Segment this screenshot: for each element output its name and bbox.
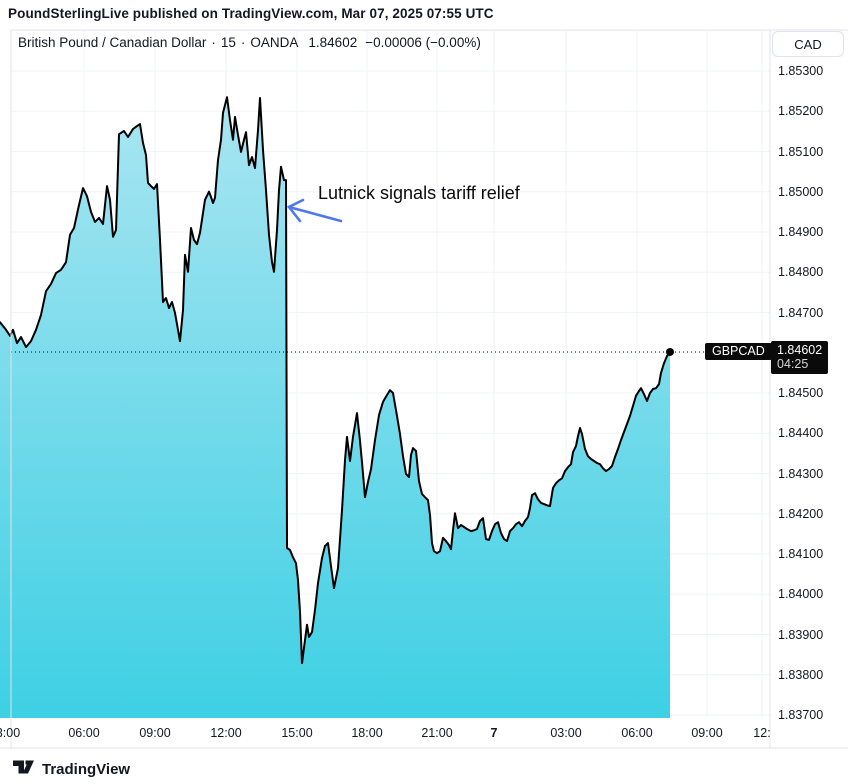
price-change-percent: (−0.00%) (425, 35, 481, 50)
time-axis[interactable]: 3:00 06:00 09:00 12:00 15:00 18:00 21:00 7 03:00… (0, 718, 784, 748)
separator-dot: · (240, 35, 246, 50)
chart-legend[interactable]: British Pound / Canadian Dollar · 15 · OANDA… (18, 35, 481, 50)
time-tick-label: 18:00 (351, 726, 383, 740)
tradingview-brand-text: TradingView (42, 760, 131, 778)
last-price: 1.84602 (308, 35, 358, 50)
price-tick-label: 1.84800 (778, 265, 824, 280)
currency-button[interactable]: CAD (772, 31, 844, 57)
time-tick-label: 12: (753, 726, 771, 740)
price-tick-label: 1.85000 (778, 184, 824, 199)
price-tick-label: 1.84100 (778, 547, 824, 561)
footer-brand[interactable]: TradingView (12, 757, 130, 781)
time-tick-label: 09:00 (139, 726, 171, 740)
exchange-label: OANDA (250, 35, 299, 50)
time-tick-label: 21:00 (421, 726, 453, 740)
price-tick-label: 1.84300 (778, 466, 824, 481)
attribution-text: PoundSterlingLive published on TradingVi… (8, 6, 494, 21)
tradingview-logo-icon (12, 757, 35, 781)
time-tick-label: 7 (490, 726, 498, 740)
price-tick-label: 1.84000 (778, 587, 824, 602)
price-tick-label: 1.85300 (778, 64, 824, 78)
price-tick-label: 1.84500 (778, 386, 824, 400)
price-tick-label: 1.84900 (778, 225, 824, 239)
current-price-badge: 1.84602 04:25 (771, 340, 829, 374)
time-tick-label: 06:00 (68, 726, 100, 740)
price-tick-label: 1.84200 (778, 506, 824, 521)
time-tick-label: 12:00 (210, 726, 242, 740)
annotation-text: Lutnick signals tariff relief (318, 183, 520, 203)
time-tick-label: 3:00 (0, 726, 21, 740)
price-tick-label: 1.85100 (778, 144, 824, 159)
price-tick-label: 1.83800 (778, 667, 824, 682)
symbol-title: British Pound / Canadian Dollar (18, 35, 207, 50)
time-tick-label: 15:00 (281, 726, 313, 740)
current-price-value: 1.84602 (777, 342, 823, 357)
time-tick-label: 03:00 (550, 726, 582, 740)
price-tick-label: 1.85200 (778, 104, 824, 119)
bar-countdown: 04:25 (777, 356, 809, 371)
price-tick-label: 1.83900 (778, 627, 824, 642)
price-tick-label: 1.84700 (778, 305, 824, 320)
price-tick-label: 1.84400 (778, 426, 824, 441)
interval-label: 15 (220, 35, 236, 50)
separator-dot: · (211, 35, 216, 50)
symbol-price-label: GBPCAD (705, 343, 772, 361)
time-tick-label: 09:00 (691, 726, 723, 740)
annotation-arrow-icon (286, 198, 343, 223)
price-axis[interactable]: 1.85300 1.85200 1.85100 1.85000 1.84900 1.848… (770, 30, 848, 748)
price-tick-label: 1.83700 (778, 708, 824, 722)
price-change: −0.00006 (365, 35, 422, 50)
time-tick-label: 06:00 (621, 726, 653, 740)
